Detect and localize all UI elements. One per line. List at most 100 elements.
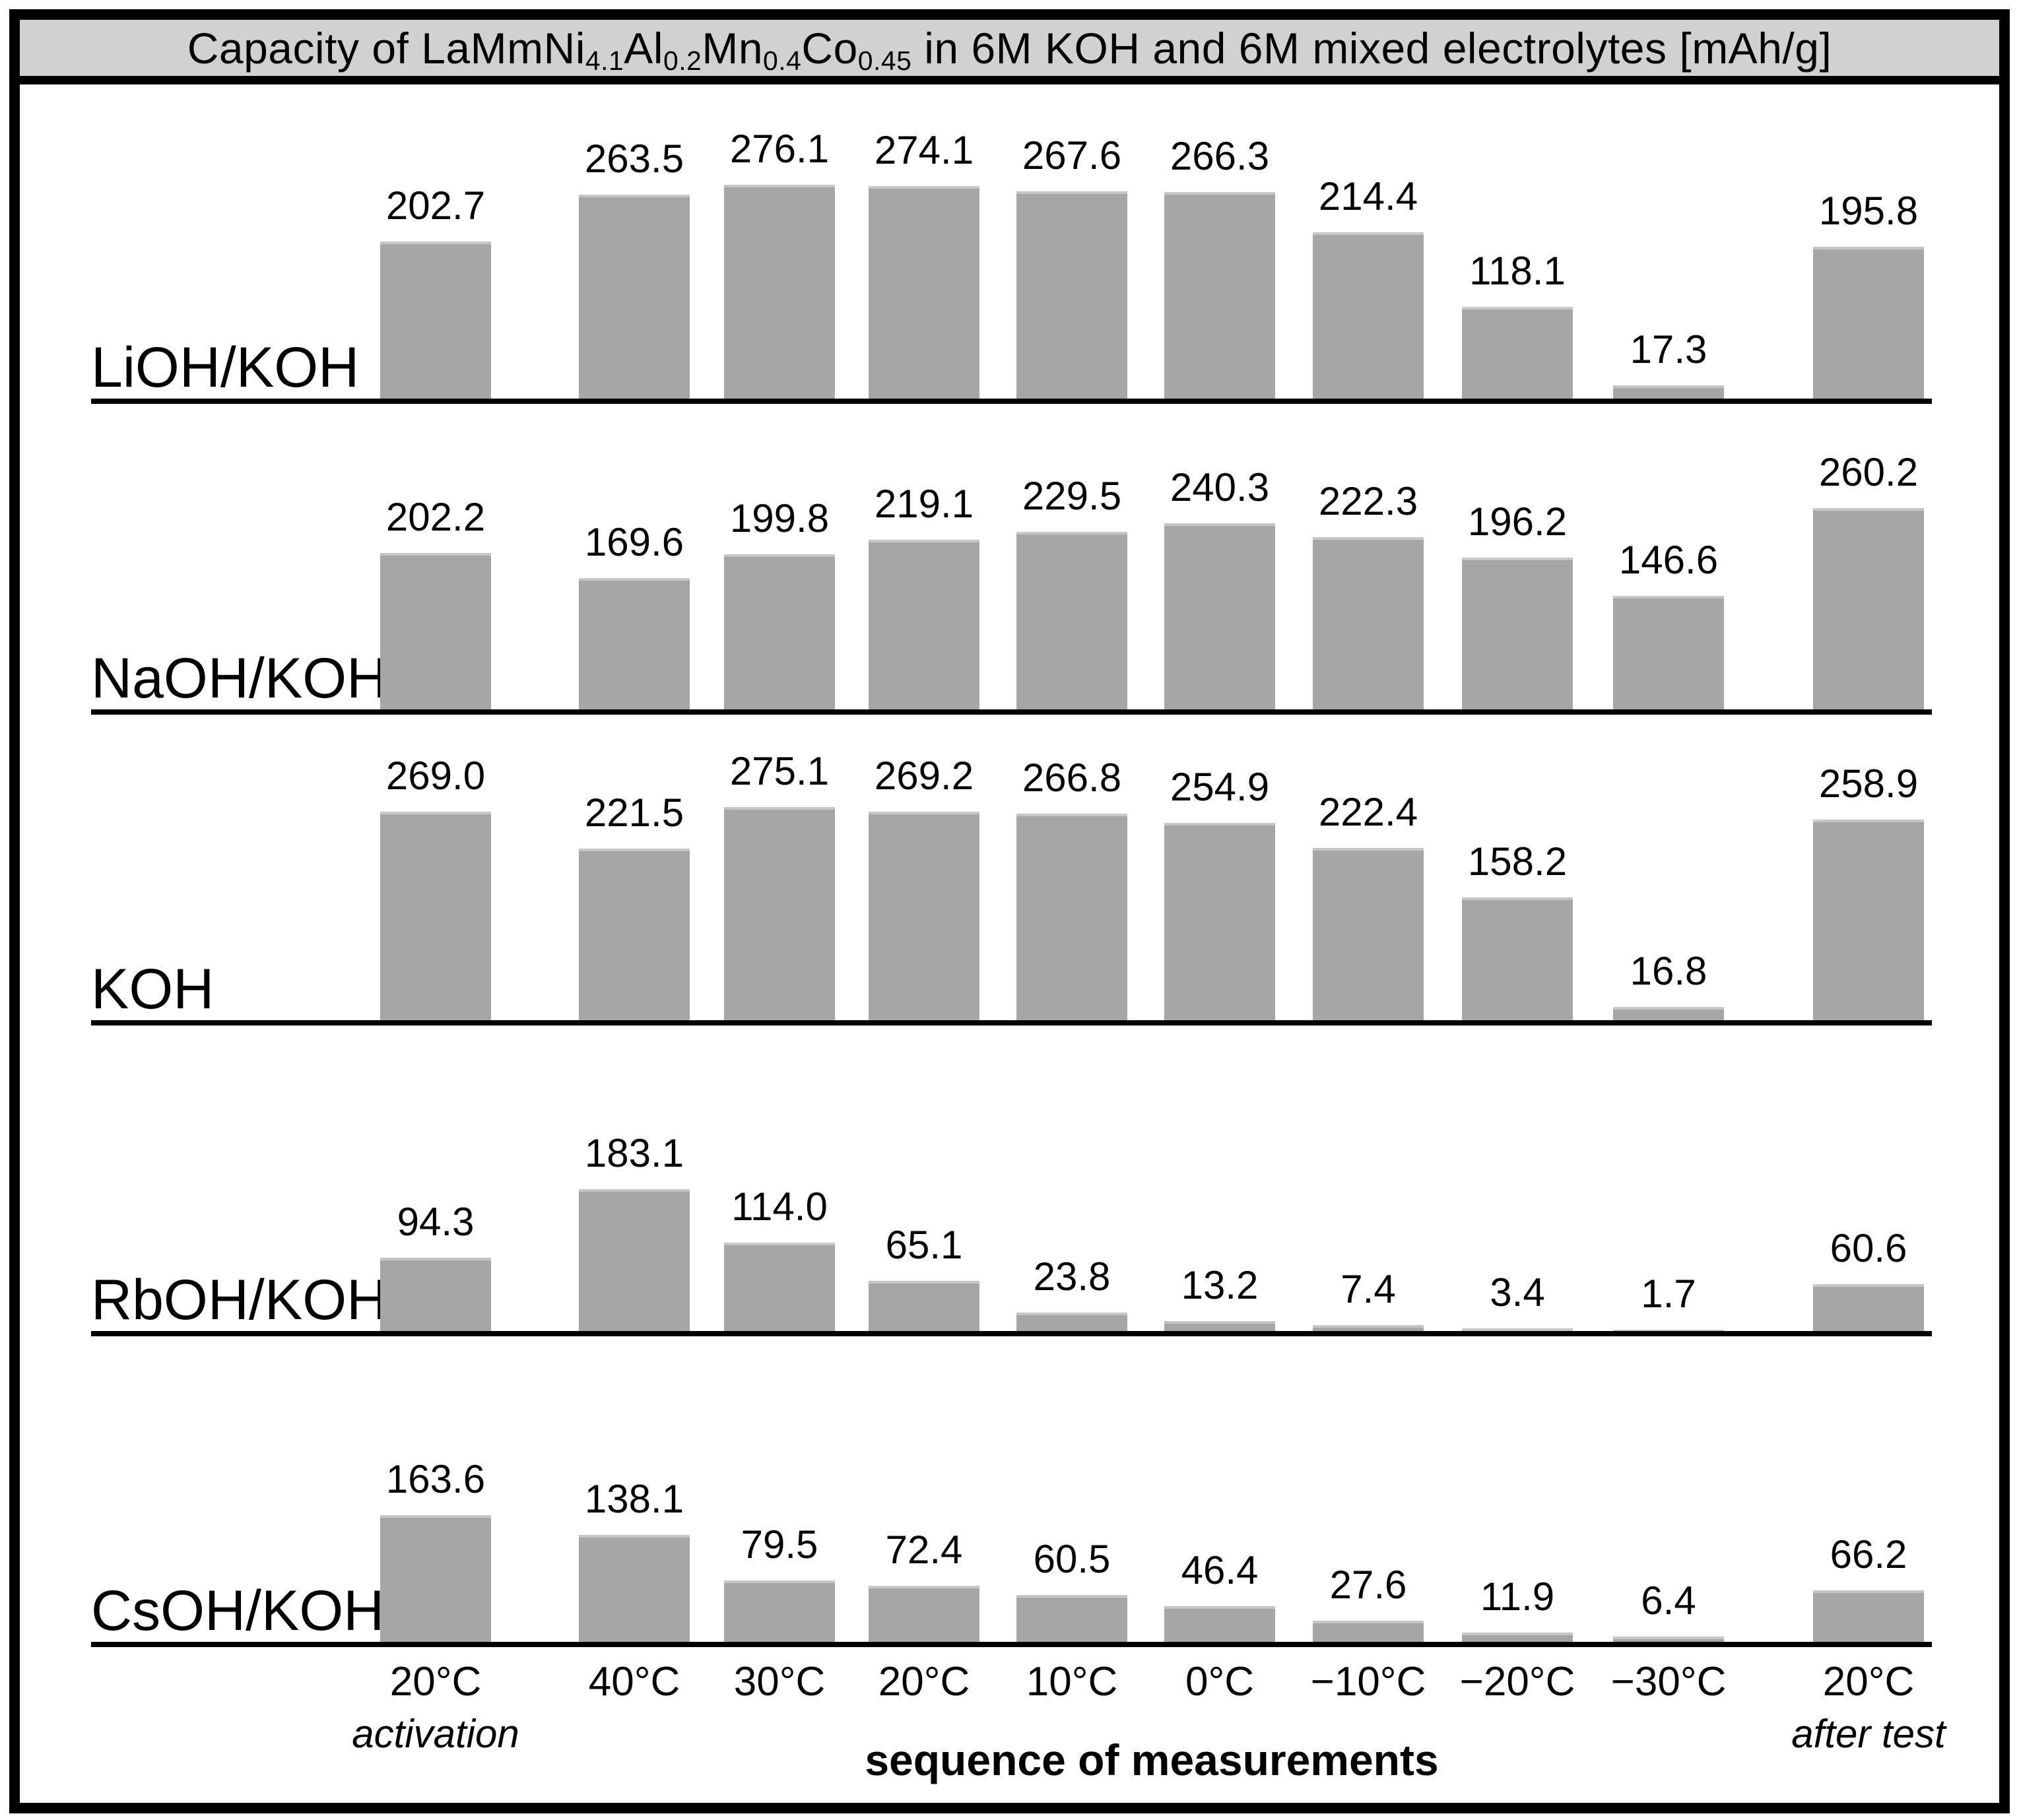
bar — [869, 1281, 979, 1331]
bar-value-label: 114.0 — [731, 1185, 828, 1229]
bar-value-label: 267.6 — [1022, 133, 1122, 178]
x-tick-label: −20°C — [1459, 1659, 1575, 1705]
bar-value-label: 269.2 — [874, 754, 974, 798]
bar — [724, 185, 835, 399]
bar — [724, 1580, 835, 1642]
bar — [1016, 1313, 1127, 1331]
bar — [380, 1258, 491, 1331]
bar-value-label: 27.6 — [1329, 1563, 1407, 1607]
bar-value-label: 118.1 — [1469, 249, 1566, 293]
bar-value-label: 275.1 — [729, 749, 830, 793]
bar-value-label: 260.2 — [1818, 450, 1919, 494]
x-tick-label: 20°C — [878, 1659, 970, 1705]
bar — [380, 812, 491, 1020]
bar — [1613, 1330, 1724, 1331]
bar-value-label: 60.5 — [1033, 1537, 1111, 1581]
bar — [1164, 823, 1275, 1020]
bar — [380, 553, 491, 709]
bar-value-label: 163.6 — [385, 1457, 486, 1501]
bar-value-label: 13.2 — [1181, 1263, 1259, 1307]
bar-value-label: 221.5 — [584, 791, 684, 835]
bar-value-label: 1.7 — [1641, 1272, 1696, 1316]
bar — [1016, 191, 1127, 399]
bar-value-label: 138.1 — [584, 1477, 684, 1521]
bar-value-label: 79.5 — [741, 1522, 818, 1567]
bar-value-label: 219.1 — [874, 482, 974, 526]
chart-title-subscript: 4.1 — [585, 45, 624, 76]
bar-value-label: 202.2 — [385, 495, 486, 539]
title-band: Capacity of LaMmNi4.1Al0.2Mn0.4Co0.45 in… — [20, 20, 1999, 84]
bar — [1313, 1621, 1424, 1642]
chart-title-text: Mn — [702, 23, 764, 73]
bar-value-label: 266.8 — [1022, 756, 1122, 800]
row-label: NaOH/KOH — [91, 647, 388, 710]
bar-value-label: 214.4 — [1318, 174, 1418, 218]
chart-title: Capacity of LaMmNi4.1Al0.2Mn0.4Co0.45 in… — [187, 23, 1832, 76]
bar-value-label: 240.3 — [1170, 465, 1270, 509]
bar — [1313, 537, 1424, 709]
bar-value-label: 169.6 — [584, 520, 684, 564]
bar-value-label: 258.9 — [1818, 762, 1919, 806]
bar — [1813, 820, 1924, 1020]
bar-value-label: 146.6 — [1618, 538, 1719, 582]
row-baseline — [91, 1642, 1932, 1647]
bar — [1313, 232, 1424, 399]
electrolyte-row: KOH 269.0 221.5 275.1 269.2 266.8 254.9 222.4 15… — [20, 715, 1999, 1025]
bar — [1462, 1633, 1573, 1642]
bar-value-label: 266.3 — [1170, 134, 1270, 178]
bar-value-label: 183.1 — [584, 1131, 684, 1175]
bar — [1313, 1325, 1424, 1331]
bar-value-label: 72.4 — [885, 1528, 963, 1572]
bar — [579, 195, 690, 399]
bar — [869, 540, 979, 709]
x-tick-subnote: activation — [352, 1712, 519, 1756]
x-axis-title: sequence of measurements — [865, 1736, 1439, 1784]
bar — [1462, 1328, 1573, 1331]
x-tick-label: −10°C — [1310, 1659, 1426, 1705]
bar — [1313, 848, 1424, 1020]
bar-value-label: 23.8 — [1033, 1254, 1111, 1299]
bar-value-label: 274.1 — [874, 128, 974, 172]
figure-frame: Capacity of LaMmNi4.1Al0.2Mn0.4Co0.45 in… — [9, 9, 2010, 1813]
bar-value-label: 16.8 — [1630, 949, 1707, 993]
bar-value-label: 222.4 — [1318, 790, 1418, 834]
electrolyte-row: LiOH/KOH 202.7 263.5 276.1 274.1 267.6 266.3 21… — [20, 93, 1999, 404]
chart-title-text: Co — [801, 23, 858, 73]
electrolyte-row: CsOH/KOH 163.6 138.1 79.5 72.4 60.5 46.4 27.6 11… — [20, 1336, 1999, 1647]
bar-value-label: 11.9 — [1480, 1575, 1555, 1619]
bar — [1164, 192, 1275, 399]
bar — [1613, 1637, 1724, 1642]
bar-value-label: 46.4 — [1181, 1548, 1259, 1592]
row-baseline — [91, 1020, 1932, 1025]
bar-value-label: 66.2 — [1830, 1532, 1907, 1576]
bar — [1016, 532, 1127, 709]
bar — [1813, 1590, 1924, 1642]
chart-title-subscript: 0.2 — [663, 45, 702, 76]
bar — [1813, 247, 1924, 399]
bar-value-label: 229.5 — [1022, 474, 1122, 518]
row-label: KOH — [91, 958, 215, 1021]
chart-title-subscript: 0.45 — [857, 45, 912, 76]
bar-value-label: 202.7 — [385, 183, 486, 228]
chart-title-text: in 6M KOH and 6M mixed electrolytes [mAh… — [911, 23, 1832, 73]
bar — [1164, 1606, 1275, 1642]
bar — [380, 1515, 491, 1642]
bar — [1613, 596, 1724, 709]
row-baseline — [91, 399, 1932, 404]
bar — [869, 1586, 979, 1642]
x-tick-label: 10°C — [1026, 1659, 1118, 1705]
bar-value-label: 6.4 — [1641, 1578, 1696, 1623]
bar — [1164, 1321, 1275, 1331]
chart-title-text: Capacity of LaMmNi — [187, 23, 585, 73]
chart-title-subscript: 0.4 — [763, 45, 802, 76]
bar — [579, 1535, 690, 1642]
electrolyte-row: NaOH/KOH 202.2 169.6 199.8 219.1 229.5 240.3 22… — [20, 404, 1999, 715]
bar — [724, 1243, 835, 1331]
bar-value-label: 263.5 — [584, 137, 684, 181]
bar — [1462, 558, 1573, 709]
x-tick-label: −30°C — [1610, 1659, 1727, 1705]
electrolyte-row: RbOH/KOH 94.3 183.1 114.0 65.1 23.8 13.2 7.4 3.4… — [20, 1025, 1999, 1336]
x-axis-area: 20°C 40°C 30°C 20°C 10°C 0°C −10°C −20°C −30°C 20… — [20, 1647, 1999, 1800]
chart-title-text: Al — [624, 23, 663, 73]
